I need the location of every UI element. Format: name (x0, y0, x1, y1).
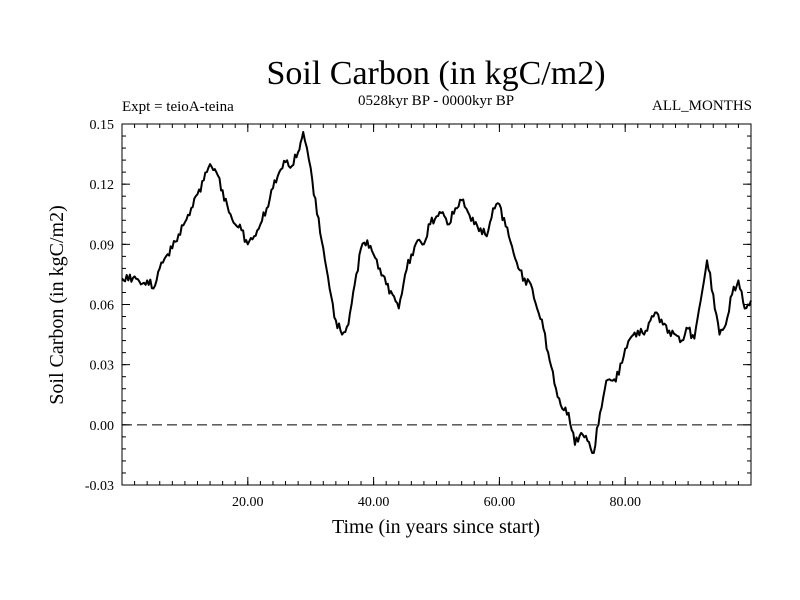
experiment-label: Expt = teioA-teina (122, 99, 234, 115)
y-tick-label: 0.12 (90, 178, 115, 193)
y-axis: -0.03 0.00 0.03 0.06 0.09 0.12 0.15 (85, 118, 751, 494)
period-label: 0528kyr BP - 0000kyr BP (358, 93, 514, 109)
x-tick-label: 40.00 (358, 495, 390, 510)
x-axis-label: Time (in years since start) (332, 516, 540, 538)
y-tick-label: 0.15 (90, 118, 115, 133)
chart-title: Soil Carbon (in kgC/m2) (266, 55, 605, 92)
months-label: ALL_MONTHS (652, 98, 752, 114)
x-tick-label: 20.00 (232, 495, 264, 510)
x-tick-label: 80.00 (609, 495, 641, 510)
y-tick-label: 0.03 (90, 359, 115, 374)
y-axis-label: Soil Carbon (in kgC/m2) (46, 205, 68, 404)
y-tick-label: -0.03 (85, 479, 114, 494)
plot-frame (121, 123, 752, 486)
y-tick-label: 0.09 (90, 238, 115, 253)
y-tick-label: 0.06 (90, 299, 115, 314)
y-tick-label: 0.00 (90, 419, 115, 434)
x-axis: 20.00 40.00 60.00 80.00 (134, 124, 739, 510)
soil-carbon-series-line (121, 131, 752, 454)
x-tick-label: 60.00 (484, 495, 516, 510)
